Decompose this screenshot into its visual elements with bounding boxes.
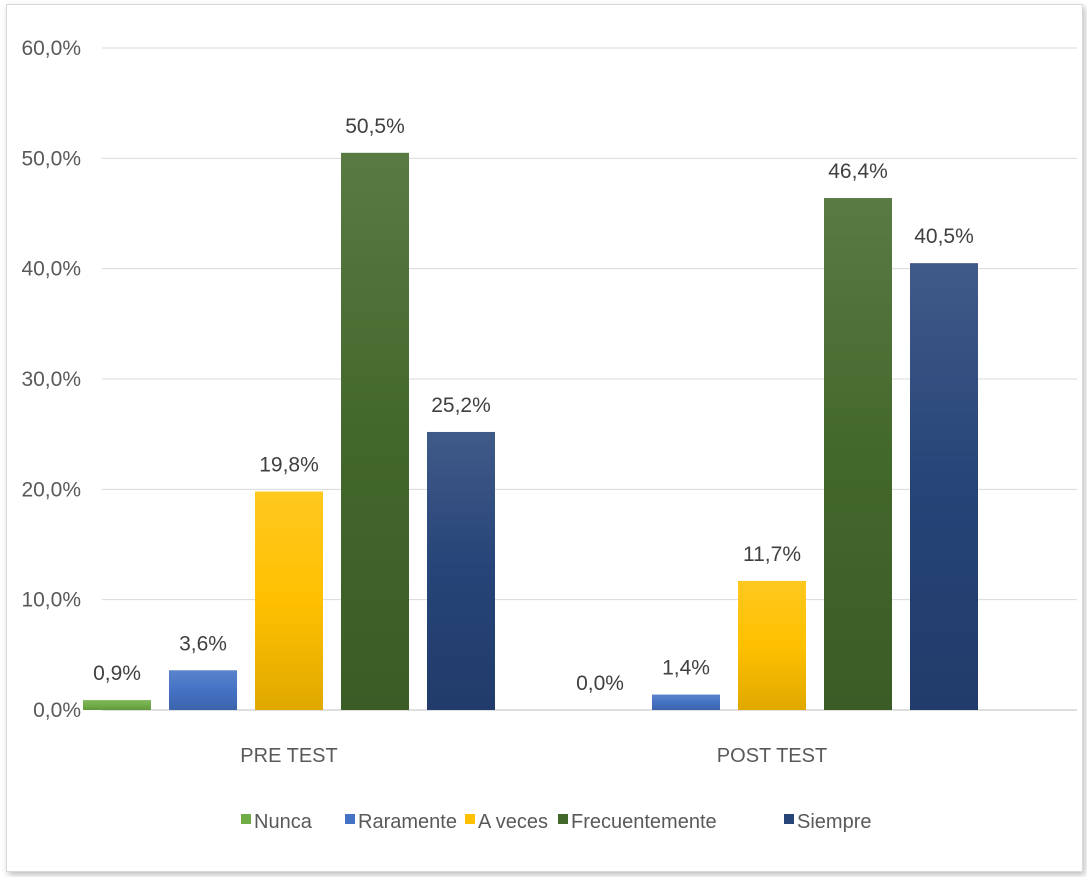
y-tick-label: 50,0% <box>21 147 81 170</box>
legend: Nunca Raramente A veces Frecuentemente Siemp… <box>241 811 871 833</box>
data-label: 46,4% <box>828 160 888 183</box>
x-tick-label: POST TEST <box>717 745 827 767</box>
legend-swatch <box>465 814 475 824</box>
legend-swatch <box>345 814 355 824</box>
data-label: 40,5% <box>914 225 974 248</box>
y-tick-label: 10,0% <box>21 589 81 612</box>
bar-chart: 0,0% 10,0% 20,0% 30,0% 40,0% 50,0% 60,0% 0,9% 3… <box>21 37 1077 833</box>
data-label: 19,8% <box>259 454 319 477</box>
legend-label: A veces <box>478 811 548 833</box>
data-label: 3,6% <box>179 632 227 655</box>
bar-siempre-0 <box>427 431 495 710</box>
x-tick-label: PRE TEST <box>240 745 337 767</box>
y-axis-tick-labels: 0,0% 10,0% 20,0% 30,0% 40,0% 50,0% 60,0% <box>21 37 81 722</box>
legend-label: Frecuentemente <box>571 811 717 833</box>
bar-nunca-0 <box>83 700 151 710</box>
legend-swatch <box>558 814 568 824</box>
bar-a-veces-1 <box>738 580 806 710</box>
bar-a-veces-0 <box>255 491 323 710</box>
bar-siempre-1 <box>910 263 978 710</box>
legend-label: Siempre <box>797 811 871 833</box>
legend-label: Raramente <box>358 811 457 833</box>
y-tick-label: 20,0% <box>21 478 81 501</box>
data-label: 1,4% <box>662 657 710 680</box>
y-tick-label: 0,0% <box>33 699 81 722</box>
y-tick-label: 60,0% <box>21 37 81 60</box>
bars <box>83 152 978 711</box>
bar-raramente-0 <box>169 670 237 710</box>
data-label: 11,7% <box>743 543 801 566</box>
chart-frame: 0,0% 10,0% 20,0% 30,0% 40,0% 50,0% 60,0% 0,9% 3… <box>6 4 1083 872</box>
data-label: 25,2% <box>431 394 491 417</box>
bar-frecuentemente-1 <box>824 198 892 710</box>
y-tick-label: 30,0% <box>21 368 81 391</box>
x-axis-tick-labels: PRE TEST POST TEST <box>240 745 827 767</box>
data-labels: 0,9% 3,6% 19,8% 50,5% 25,2% 0,0% 1,4% 11,7% 46,4… <box>93 115 974 695</box>
bar-raramente-1 <box>652 694 720 710</box>
legend-label: Nunca <box>254 811 313 833</box>
y-tick-label: 40,0% <box>21 258 81 281</box>
legend-swatch <box>241 814 251 824</box>
legend-swatch <box>784 814 794 824</box>
bar-frecuentemente-0 <box>341 152 409 711</box>
data-label: 50,5% <box>345 115 405 138</box>
data-label: 0,9% <box>93 662 141 685</box>
data-label: 0,0% <box>576 672 624 695</box>
